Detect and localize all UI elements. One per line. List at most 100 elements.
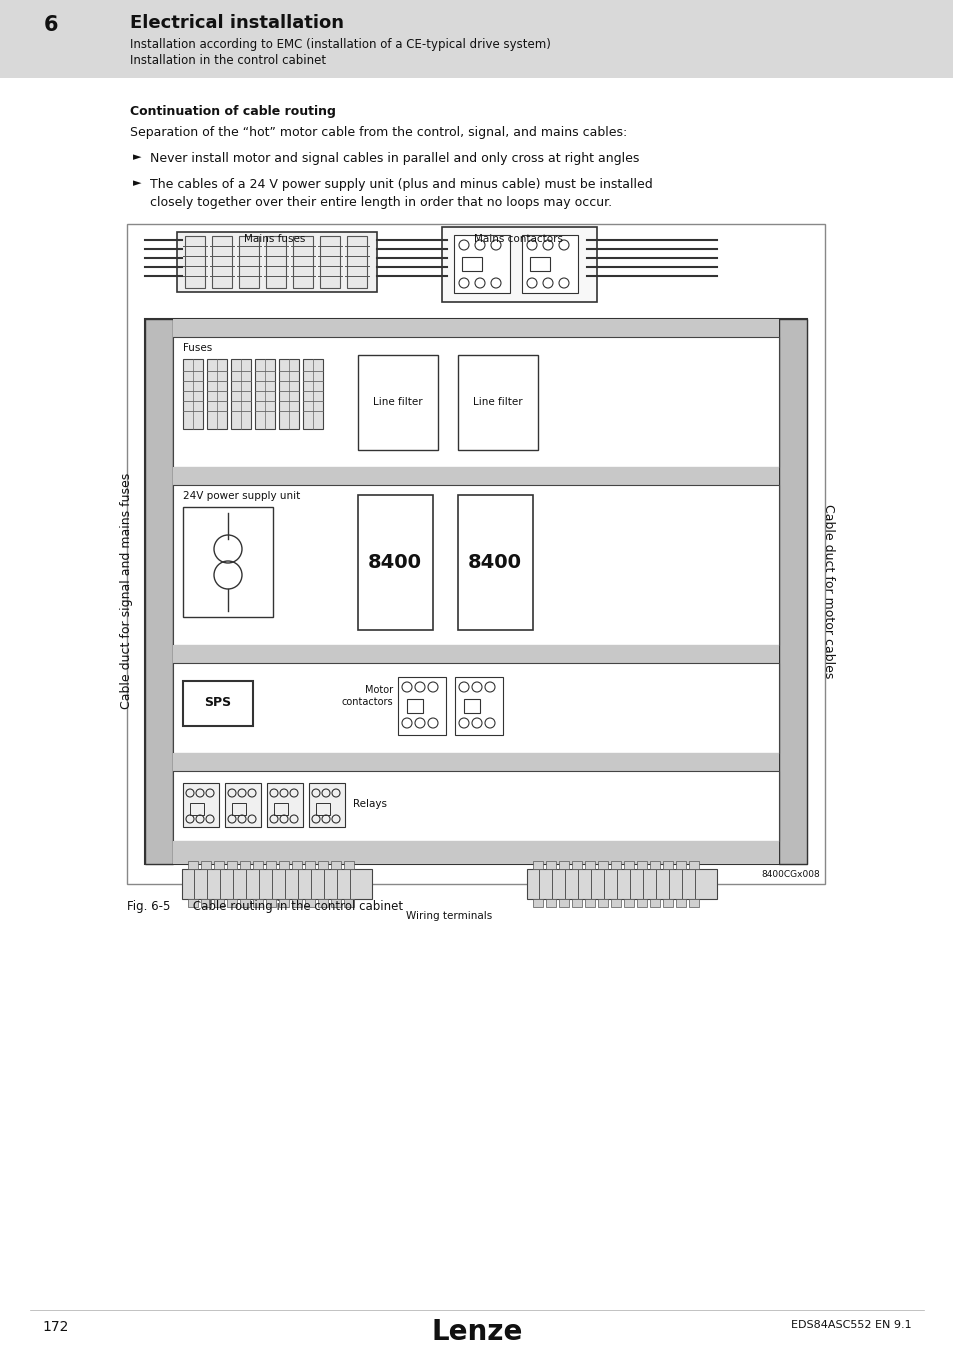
Bar xyxy=(183,783,219,828)
Text: Relays: Relays xyxy=(353,799,387,809)
Bar xyxy=(461,256,481,271)
Bar xyxy=(331,899,340,907)
Bar xyxy=(526,869,717,899)
Text: Cable duct for signal and mains fuses: Cable duct for signal and mains fuses xyxy=(120,472,133,709)
Bar xyxy=(266,899,275,907)
Bar xyxy=(455,676,502,734)
Bar xyxy=(305,899,314,907)
Bar xyxy=(676,899,685,907)
Bar xyxy=(558,899,568,907)
Text: Line filter: Line filter xyxy=(473,397,522,406)
Bar xyxy=(185,236,205,288)
Bar xyxy=(637,861,646,869)
Bar xyxy=(407,699,422,713)
Bar xyxy=(172,663,779,753)
Bar xyxy=(317,899,328,907)
Bar xyxy=(315,803,330,815)
Text: 8400: 8400 xyxy=(368,552,421,571)
Bar xyxy=(397,676,446,734)
Bar xyxy=(182,869,372,899)
Bar xyxy=(623,861,634,869)
Bar xyxy=(457,495,533,630)
Bar xyxy=(530,256,550,271)
Bar xyxy=(227,899,236,907)
Bar xyxy=(183,359,203,429)
Bar xyxy=(676,861,685,869)
Bar xyxy=(572,899,581,907)
Text: Installation according to EMC (installation of a CE-typical drive system): Installation according to EMC (installat… xyxy=(130,38,550,51)
Bar xyxy=(172,485,779,645)
Bar xyxy=(457,355,537,450)
Bar xyxy=(172,753,779,771)
Text: Motor
contactors: Motor contactors xyxy=(341,684,393,706)
Bar xyxy=(293,236,313,288)
Bar xyxy=(441,227,597,302)
Text: ►: ► xyxy=(132,178,141,188)
Text: Fuses: Fuses xyxy=(183,343,212,352)
Bar xyxy=(177,232,376,292)
Bar xyxy=(183,680,253,726)
Text: 172: 172 xyxy=(42,1320,69,1334)
Bar xyxy=(172,771,779,841)
Bar xyxy=(357,355,437,450)
Bar xyxy=(347,236,367,288)
Bar xyxy=(266,861,275,869)
Bar xyxy=(227,861,236,869)
Bar xyxy=(213,861,224,869)
Bar xyxy=(239,236,258,288)
Bar xyxy=(172,338,779,467)
Text: EDS84ASC552 EN 9.1: EDS84ASC552 EN 9.1 xyxy=(791,1320,911,1330)
Text: Continuation of cable routing: Continuation of cable routing xyxy=(130,105,335,117)
Bar xyxy=(188,899,198,907)
Bar xyxy=(344,899,354,907)
Text: Electrical installation: Electrical installation xyxy=(130,14,344,32)
Bar xyxy=(610,899,620,907)
Bar xyxy=(357,495,433,630)
Bar xyxy=(278,899,289,907)
Text: SPS: SPS xyxy=(204,697,232,710)
Text: Never install motor and signal cables in parallel and only cross at right angles: Never install motor and signal cables in… xyxy=(150,153,639,165)
Text: Wiring terminals: Wiring terminals xyxy=(405,911,492,921)
Bar xyxy=(188,861,198,869)
Bar xyxy=(584,899,595,907)
Bar xyxy=(688,899,699,907)
Bar xyxy=(623,899,634,907)
Bar xyxy=(317,861,328,869)
Bar xyxy=(305,861,314,869)
Bar xyxy=(213,899,224,907)
Bar xyxy=(309,783,345,828)
Bar xyxy=(207,359,227,429)
Bar xyxy=(779,319,806,864)
Bar xyxy=(266,236,286,288)
Bar xyxy=(454,235,510,293)
Bar xyxy=(145,319,806,864)
Bar xyxy=(649,899,659,907)
Text: 24V power supply unit: 24V power supply unit xyxy=(183,491,300,501)
Text: Cable duct for motor cables: Cable duct for motor cables xyxy=(821,504,835,678)
Bar xyxy=(201,861,211,869)
Text: The cables of a 24 V power supply unit (plus and minus cable) must be installed: The cables of a 24 V power supply unit (… xyxy=(150,178,652,190)
Bar xyxy=(201,899,211,907)
Text: closely together over their entire length in order that no loops may occur.: closely together over their entire lengt… xyxy=(150,196,612,209)
Bar xyxy=(267,783,303,828)
Bar xyxy=(292,899,302,907)
Text: Installation in the control cabinet: Installation in the control cabinet xyxy=(130,54,326,68)
Text: ►: ► xyxy=(132,153,141,162)
Bar xyxy=(292,861,302,869)
Bar xyxy=(0,0,953,78)
Bar xyxy=(598,899,607,907)
Bar xyxy=(662,899,672,907)
Text: 8400: 8400 xyxy=(468,552,521,571)
Bar xyxy=(278,861,289,869)
Text: 8400CGx008: 8400CGx008 xyxy=(760,869,820,879)
Bar xyxy=(172,841,779,864)
Text: Fig. 6-5      Cable routing in the control cabinet: Fig. 6-5 Cable routing in the control ca… xyxy=(127,900,403,913)
Bar xyxy=(533,899,542,907)
Bar xyxy=(463,699,479,713)
Text: Line filter: Line filter xyxy=(373,397,422,406)
Bar xyxy=(231,359,251,429)
Bar xyxy=(662,861,672,869)
Bar xyxy=(253,861,263,869)
Bar xyxy=(303,359,323,429)
Bar xyxy=(127,224,824,884)
